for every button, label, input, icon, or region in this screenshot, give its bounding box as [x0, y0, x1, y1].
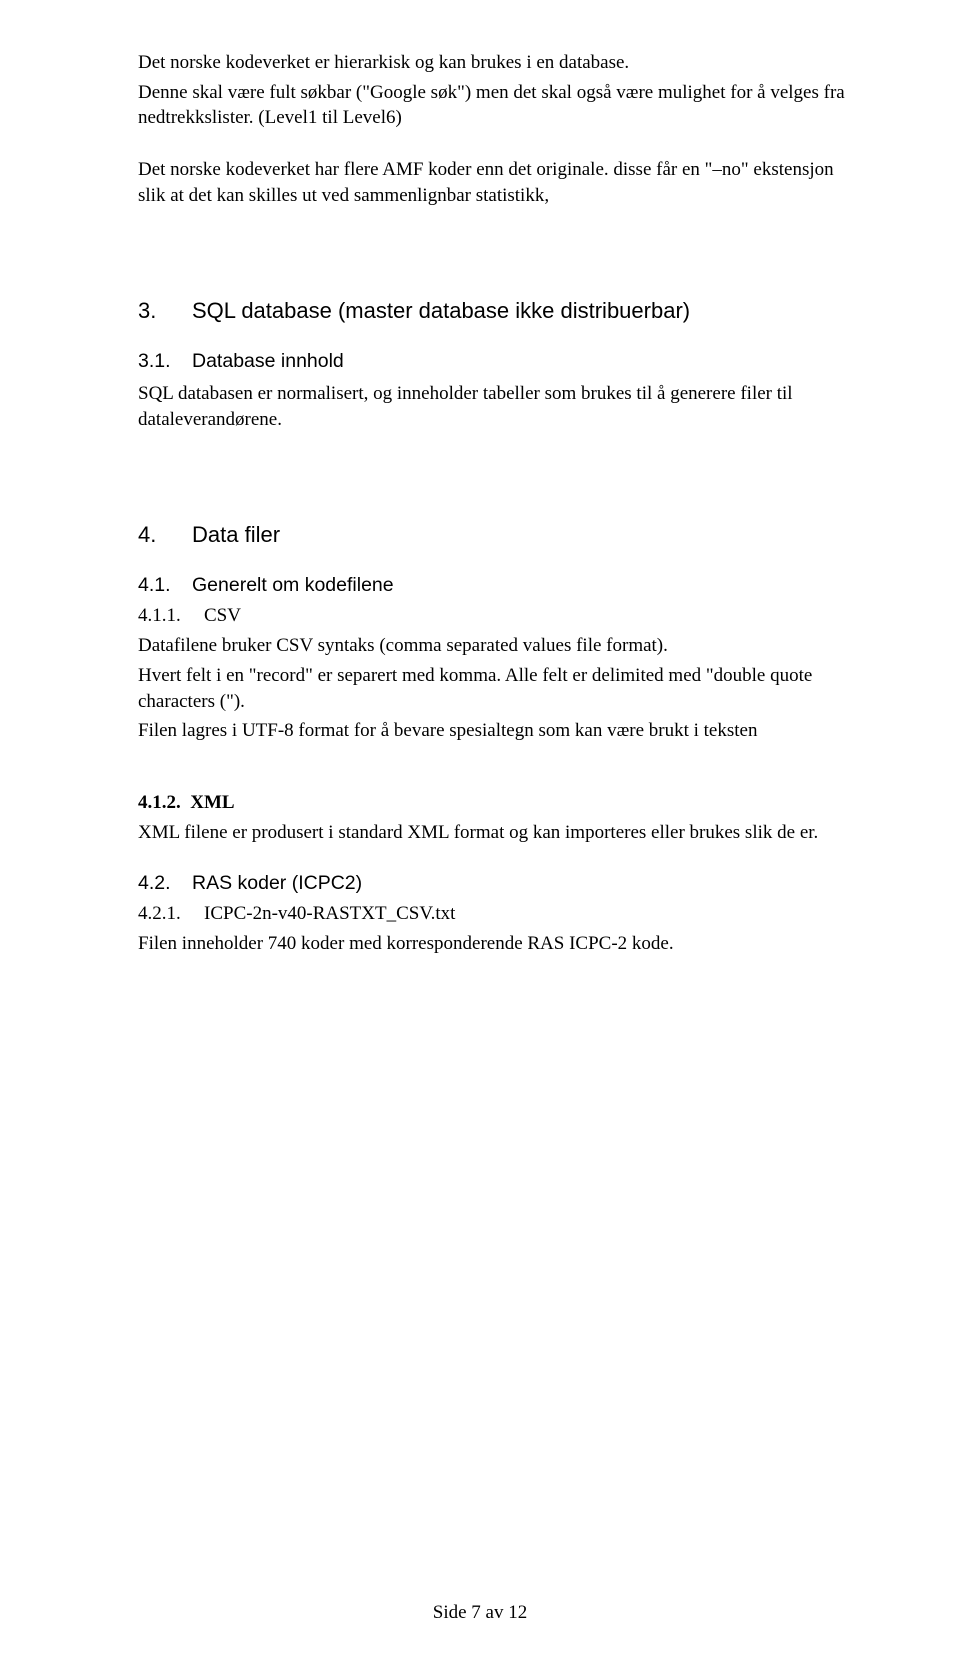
section-4-1-2-p1: XML filene er produsert i standard XML f… — [138, 820, 850, 846]
section-4-2-1-number: 4.2.1. — [138, 903, 204, 925]
section-3-title: SQL database (master database ikke distr… — [192, 298, 690, 323]
page-content: Det norske kodeverket er hierarkisk og k… — [0, 0, 960, 956]
intro-p1: Det norske kodeverket er hierarkisk og k… — [138, 50, 850, 76]
section-4-1-1-p1: Datafilene bruker CSV syntaks (comma sep… — [138, 633, 850, 659]
section-4-1-1-title: CSV — [204, 605, 241, 626]
section-4-1-2-number: 4.1.2. — [138, 792, 181, 813]
section-4-title: Data filer — [192, 522, 280, 547]
section-4-1-number: 4.1. — [138, 574, 192, 597]
section-3-1-p1: SQL databasen er normalisert, og innehol… — [138, 381, 850, 432]
intro-p3: Det norske kodeverket har flere AMF kode… — [138, 157, 850, 208]
section-4-number: 4. — [138, 522, 192, 548]
section-4-1-title: Generelt om kodefilene — [192, 574, 394, 596]
section-4-1-2-title: XML — [190, 792, 234, 813]
section-4-heading: 4.Data filer — [138, 522, 850, 548]
section-3-1-title: Database innhold — [192, 350, 344, 372]
section-4-1-1-p2: Hvert felt i en "record" er separert med… — [138, 663, 850, 714]
section-4-1-1-p3: Filen lagres i UTF-8 format for å bevare… — [138, 718, 850, 744]
page-footer: Side 7 av 12 — [0, 1602, 960, 1624]
section-4-2-title: RAS koder (ICPC2) — [192, 872, 362, 894]
section-4-2-1-heading: 4.2.1.ICPC-2n-v40-RASTXT_CSV.txt — [138, 903, 850, 925]
section-3-1-number: 3.1. — [138, 350, 192, 373]
section-4-2-number: 4.2. — [138, 872, 192, 895]
section-3-1-heading: 3.1.Database innhold — [138, 350, 850, 373]
section-4-1-1-number: 4.1.1. — [138, 605, 204, 627]
section-4-1-1-heading: 4.1.1.CSV — [138, 605, 850, 627]
section-3-number: 3. — [138, 298, 192, 324]
section-3-heading: 3.SQL database (master database ikke dis… — [138, 298, 850, 324]
section-4-2-1-p1: Filen inneholder 740 koder med korrespon… — [138, 931, 850, 957]
intro-p2: Denne skal være fult søkbar ("Google søk… — [138, 80, 850, 131]
section-4-2-heading: 4.2.RAS koder (ICPC2) — [138, 872, 850, 895]
section-4-1-2-heading: 4.1.2. XML — [138, 792, 850, 814]
section-4-1-heading: 4.1.Generelt om kodefilene — [138, 574, 850, 597]
section-4-2-1-title: ICPC-2n-v40-RASTXT_CSV.txt — [204, 903, 455, 924]
